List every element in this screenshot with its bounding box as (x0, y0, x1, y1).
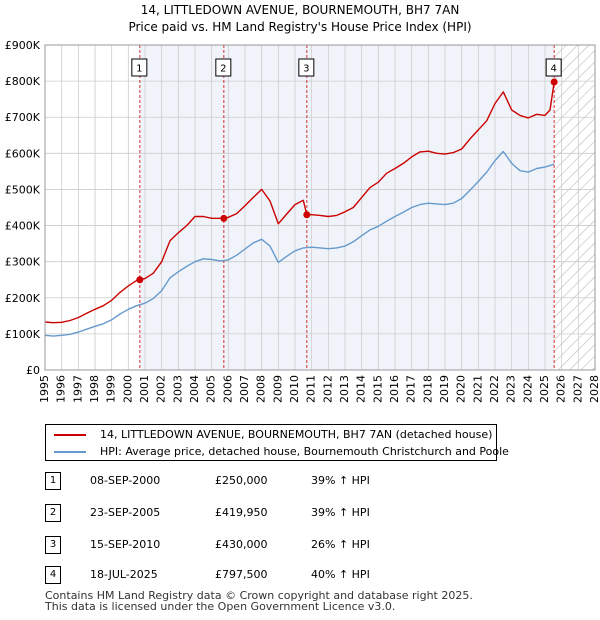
sale-price: £419,950 (215, 506, 268, 519)
sale-row: 2 23-SEP-2005 £419,950 39% ↑ HPI (45, 504, 445, 522)
x-tick-label: 2002 (155, 375, 168, 403)
footer-attribution: Contains HM Land Registry data © Crown c… (45, 590, 473, 612)
x-tick-label: 2009 (271, 375, 284, 403)
x-tick-label: 1995 (38, 375, 51, 403)
x-tick-label: 2005 (205, 375, 218, 403)
x-tick-label: 2025 (538, 375, 551, 403)
title-line-1: 14, LITTLEDOWN AVENUE, BOURNEMOUTH, BH7 … (140, 3, 460, 17)
footer-line-1: Contains HM Land Registry data © Crown c… (45, 589, 473, 602)
x-tick-label: 1998 (88, 375, 101, 403)
sale-date: 15-SEP-2010 (90, 538, 161, 551)
y-tick-label: £800K (5, 75, 41, 88)
sale-badge-box (545, 58, 562, 77)
x-tick-label: 2004 (188, 375, 201, 403)
legend-label-property: 14, LITTLEDOWN AVENUE, BOURNEMOUTH, BH7 … (100, 428, 493, 441)
forecast-hatch (554, 45, 595, 370)
sale-point (303, 211, 311, 219)
x-tick-label: 2020 (455, 375, 468, 403)
x-tick-label: 2000 (121, 375, 134, 403)
x-tick-label: 2015 (371, 375, 384, 403)
sale-badge-label: 3 (303, 64, 309, 75)
x-tick-label: 2012 (321, 375, 334, 403)
price-chart: 1 2 3 4 £0 £100K £200K £300K £400K £500K £600K £70… (5, 39, 600, 403)
sale-badge-label: 1 (136, 64, 142, 75)
legend-item-hpi: HPI: Average price, detached house, Bour… (54, 444, 509, 460)
sale-hpi-change: 40% ↑ HPI (311, 568, 370, 581)
sale-date: 18-JUL-2025 (90, 568, 158, 581)
y-tick-label: £200K (5, 292, 41, 305)
x-tick-label: 2007 (238, 375, 251, 403)
y-tick-label: £0 (26, 364, 40, 377)
legend-swatch-property (54, 434, 86, 436)
sale-date: 08-SEP-2000 (90, 474, 161, 487)
sale-hpi-change: 26% ↑ HPI (311, 538, 370, 551)
x-tick-label: 2006 (221, 375, 234, 403)
legend: 14, LITTLEDOWN AVENUE, BOURNEMOUTH, BH7 … (45, 424, 509, 461)
sale-badge-box (215, 58, 232, 77)
x-tick-label: 2008 (255, 375, 268, 403)
x-tick-label: 1996 (55, 375, 68, 403)
sale-point (220, 214, 228, 222)
x-tick-label: 2026 (555, 375, 568, 403)
sale-hpi-change: 39% ↑ HPI (311, 506, 370, 519)
hpi-line (45, 150, 555, 337)
sale-date: 23-SEP-2005 (90, 506, 161, 519)
sale-number-badge: 2 (45, 504, 61, 522)
x-tick-label: 1999 (105, 375, 118, 403)
sale-price: £430,000 (215, 538, 268, 551)
y-tick-label: £900K (5, 39, 41, 52)
legend-label-hpi: HPI: Average price, detached house, Bour… (100, 445, 509, 458)
sale-point (136, 276, 144, 284)
x-tick-label: 2022 (488, 375, 501, 403)
footer-line-2: This data is licensed under the Open Gov… (45, 600, 396, 613)
sale-badge-label: 4 (550, 64, 556, 75)
sale-point (550, 78, 558, 86)
x-tick-label: 2024 (521, 375, 534, 403)
x-tick-label: 2011 (305, 375, 318, 403)
x-tick-label: 2003 (171, 375, 184, 403)
x-tick-label: 2010 (288, 375, 301, 403)
property-price-line (45, 81, 555, 324)
sale-badge-box (298, 58, 315, 77)
y-tick-label: £400K (5, 220, 41, 233)
x-tick-label: 2017 (405, 375, 418, 403)
sale-price: £797,500 (215, 568, 268, 581)
sale-number-badge: 4 (45, 566, 61, 584)
ownership-shade (139, 45, 555, 370)
x-tick-label: 2028 (588, 375, 600, 403)
y-tick-label: £300K (5, 256, 41, 269)
plot-border (44, 44, 596, 371)
sale-badge-box (131, 58, 148, 77)
x-tick-label: 2023 (505, 375, 518, 403)
sale-hpi-change: 39% ↑ HPI (311, 474, 370, 487)
sale-price: £250,000 (215, 474, 268, 487)
sale-badge-label: 2 (220, 64, 226, 75)
plot-background (45, 45, 595, 370)
sale-number-badge: 1 (45, 472, 61, 490)
x-tick-label: 1997 (71, 375, 84, 403)
x-tick-label: 2014 (355, 375, 368, 403)
legend-item-property: 14, LITTLEDOWN AVENUE, BOURNEMOUTH, BH7 … (54, 427, 492, 443)
legend-swatch-hpi (54, 451, 86, 453)
x-tick-label: 2027 (571, 375, 584, 403)
y-tick-label: £100K (5, 328, 41, 341)
x-tick-label: 2019 (438, 375, 451, 403)
sale-number-badge: 3 (45, 536, 61, 554)
title-line-2: Price paid vs. HM Land Registry's House … (128, 20, 472, 34)
chart-title: 14, LITTLEDOWN AVENUE, BOURNEMOUTH, BH7 … (0, 2, 600, 36)
x-tick-label: 2018 (421, 375, 434, 403)
x-tick-label: 2001 (138, 375, 151, 403)
y-tick-label: £600K (5, 147, 41, 160)
sale-row: 4 18-JUL-2025 £797,500 40% ↑ HPI (45, 566, 445, 584)
x-tick-label: 2013 (338, 375, 351, 403)
sale-row: 1 08-SEP-2000 £250,000 39% ↑ HPI (45, 472, 445, 490)
sale-row: 3 15-SEP-2010 £430,000 26% ↑ HPI (45, 536, 445, 554)
y-tick-label: £500K (5, 183, 41, 196)
x-tick-label: 2021 (471, 375, 484, 403)
x-tick-label: 2016 (388, 375, 401, 403)
y-tick-label: £700K (5, 111, 41, 124)
